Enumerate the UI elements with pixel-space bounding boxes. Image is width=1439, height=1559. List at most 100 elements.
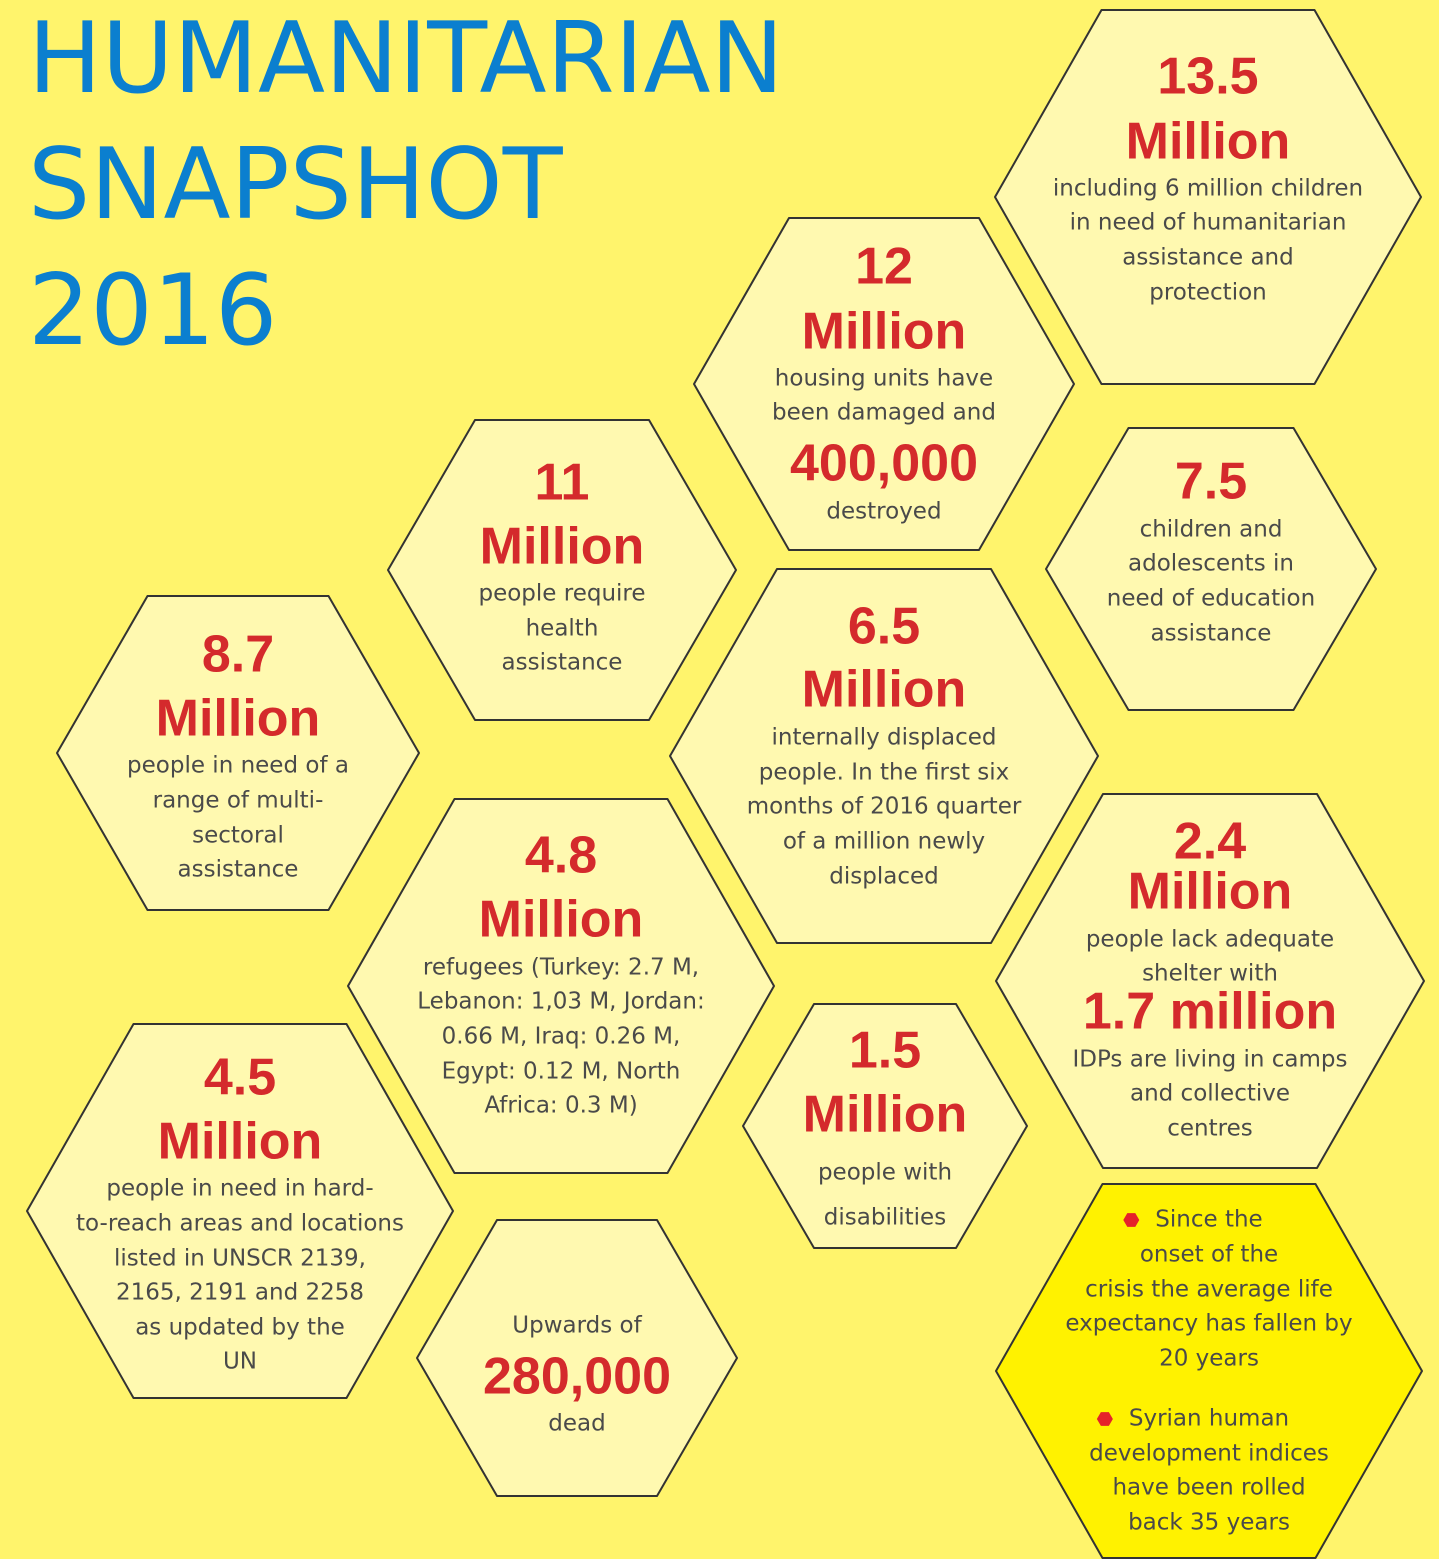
figure: 8.7	[202, 626, 274, 684]
body-text: IDPs are living in camps	[1072, 1047, 1347, 1073]
figure: Million	[1128, 863, 1293, 921]
body-text: expectancy has fallen by	[1065, 1311, 1352, 1337]
hexagon	[26, 1023, 454, 1399]
body-text: Lebanon: 1,03 M, Jordan:	[417, 989, 704, 1015]
title-line: 2016	[28, 254, 277, 368]
body-text: in need of humanitarian	[1070, 210, 1347, 236]
hexagon-card: 8.7 Million people in need of a range of mu…	[56, 595, 420, 911]
hexagon-card: 4.5 Million people in need in hard-to-reac…	[26, 1023, 454, 1399]
body-text: Egypt: 0.12 M, North	[442, 1059, 681, 1085]
figure: 1.5	[849, 1022, 921, 1080]
body-text: assistance	[502, 650, 623, 676]
body-text: sectoral	[192, 823, 284, 849]
body-text: as updated by the	[135, 1315, 345, 1341]
figure: 280,000	[483, 1348, 671, 1406]
body-text: adolescents in	[1128, 551, 1294, 577]
hexagon-card: 12 Million housing units have been damaged …	[693, 217, 1075, 551]
body-text: including 6 million children	[1053, 176, 1363, 202]
body-text: to-reach areas and locations	[76, 1211, 404, 1237]
body-text: need of education	[1107, 586, 1315, 612]
figure: 6.5	[848, 598, 920, 656]
body-text: months of 2016 quarter	[747, 794, 1022, 820]
hexagon	[1045, 427, 1377, 711]
figure: Million	[1126, 113, 1291, 171]
figure: 2.4	[1174, 813, 1246, 871]
figure: 400,000	[790, 435, 978, 493]
body-text: destroyed	[826, 499, 941, 525]
figure: Million	[802, 661, 967, 719]
body-text: people lack adequate	[1086, 927, 1334, 953]
figure: 12	[855, 238, 913, 296]
figure: 11	[535, 454, 590, 512]
figure: 4.8	[525, 827, 597, 885]
body-text: back 35 years	[1128, 1510, 1290, 1536]
body-text: 2165, 2191 and 2258	[116, 1280, 364, 1306]
hexagon	[669, 568, 1099, 944]
body-text: listed in UNSCR 2139,	[114, 1246, 366, 1272]
hexagon	[347, 798, 775, 1174]
hexagon	[416, 1219, 738, 1497]
body-text: assistance and	[1122, 245, 1294, 271]
hexagon	[693, 217, 1075, 551]
body-text: 20 years	[1159, 1346, 1259, 1372]
hexagon-card: 1.5 Million people with disabilities	[742, 1003, 1028, 1249]
bullet-marker	[1123, 1213, 1140, 1227]
body-text: children and	[1140, 517, 1283, 543]
hexagon	[995, 793, 1425, 1169]
body-text: of a million newly	[783, 829, 985, 855]
hexagon	[387, 419, 737, 721]
hexagon-card: 4.8 Million refugees (Turkey: 2.7 M, Lebano…	[347, 798, 775, 1174]
body-text: dead	[548, 1411, 605, 1437]
bullet-text: Since the	[1155, 1207, 1262, 1233]
title-line: HUMANITARIAN	[28, 2, 784, 116]
hexagon-card: 7.5 children and adolescents in need of edu…	[1045, 427, 1377, 711]
hexagon-card: Since the onset of the crisis the average …	[995, 1183, 1423, 1559]
figure: Million	[803, 1086, 968, 1144]
body-text: protection	[1149, 280, 1267, 306]
body-text: have been rolled	[1112, 1475, 1305, 1501]
hexagon	[995, 1183, 1423, 1559]
figure: 13.5	[1157, 48, 1258, 106]
body-text: shelter with	[1142, 961, 1278, 987]
hexagon	[742, 1003, 1028, 1249]
bullet-marker	[1096, 1412, 1113, 1426]
body-text: centres	[1167, 1116, 1252, 1142]
figure: Million	[480, 518, 645, 576]
figure: 4.5	[204, 1049, 276, 1107]
body-text: assistance	[1151, 621, 1272, 647]
body-text: range of multi-	[153, 788, 324, 814]
hexagon	[994, 9, 1422, 385]
body-text: disabilities	[824, 1205, 946, 1231]
body-text: onset of the	[1140, 1242, 1278, 1268]
body-text: and collective	[1130, 1081, 1290, 1107]
figure: Million	[158, 1113, 323, 1171]
hexagon-card: 11 Million people require health assistance	[387, 419, 737, 721]
body-text: crisis the average life	[1085, 1277, 1333, 1303]
hexagon-card: 13.5 Million including 6 million children i…	[994, 9, 1422, 385]
body-text: people require	[478, 581, 645, 607]
body-text: development indices	[1089, 1441, 1329, 1467]
body-text: UN	[223, 1349, 257, 1375]
body-text: health	[526, 616, 599, 642]
body-text: Upwards of	[512, 1313, 642, 1339]
bullet-text: Syrian human	[1129, 1406, 1289, 1432]
body-text: people with	[818, 1160, 952, 1186]
figure: 7.5	[1175, 453, 1247, 511]
body-text: refugees (Turkey: 2.7 M,	[423, 955, 699, 981]
body-text: people. In the first six	[759, 760, 1010, 786]
body-text: people in need of a	[127, 753, 349, 779]
body-text: displaced	[829, 864, 938, 890]
body-text: people in need in hard-	[106, 1176, 373, 1202]
body-text: assistance	[178, 857, 299, 883]
body-text: Africa: 0.3 M)	[484, 1093, 637, 1119]
body-text: 0.66 M, Iraq: 0.26 M,	[442, 1024, 681, 1050]
body-text: been damaged and	[772, 400, 996, 426]
figure: 1.7 million	[1083, 983, 1337, 1041]
figure: Million	[156, 690, 321, 748]
figure: Million	[802, 303, 967, 361]
title-line: SNAPSHOT	[28, 128, 564, 242]
